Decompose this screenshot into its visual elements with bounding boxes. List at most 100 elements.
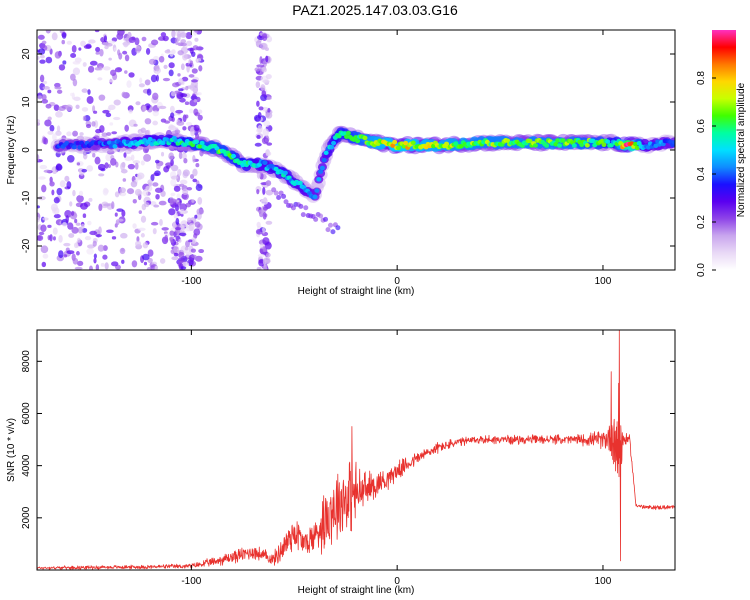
spectrogram-noise-cell xyxy=(132,160,141,164)
spectrogram-noise-cell xyxy=(186,217,192,223)
spectrogram-noise-cell xyxy=(64,175,70,182)
spectrogram-noise-cell xyxy=(53,213,61,219)
spectrogram-noise-cell xyxy=(180,39,187,44)
spectrogram-noise-cell xyxy=(87,65,95,73)
spectrogram-noise-cell xyxy=(198,249,205,254)
spectrogram-noise-cell xyxy=(47,224,52,228)
spectrogram-noise-cell xyxy=(111,131,118,135)
spectrogram-noise-cell xyxy=(42,80,48,85)
spectrogram-noise-cell xyxy=(75,251,80,256)
spectrogram-noise-cell xyxy=(156,162,161,170)
spectrogram-noise-cell xyxy=(261,227,266,234)
spectrogram-noise-cell xyxy=(142,105,147,111)
spectrogram-noise-cell xyxy=(154,159,160,164)
spectrogram-ridge-cell xyxy=(312,194,318,200)
spectrogram-noise-cell xyxy=(256,171,261,179)
spectrogram-noise-cell xyxy=(182,169,190,177)
spectrogram-noise-cell xyxy=(118,52,123,60)
spectrogram-noise-cell xyxy=(136,236,140,243)
spectrogram-noise-cell xyxy=(98,173,105,177)
spectrogram-noise-cell xyxy=(105,153,112,162)
spectrogram-noise-cell xyxy=(197,114,203,121)
spectrogram-noise-cell xyxy=(37,205,40,209)
spectrogram-noise-cell xyxy=(116,208,124,212)
spectrogram-noise-cell xyxy=(97,77,103,81)
spectrogram-ridge-cell xyxy=(199,140,205,146)
spectrogram-ridge-cell xyxy=(584,143,590,148)
spectrogram-heatmap xyxy=(37,30,675,270)
spectrogram-noise-cell xyxy=(49,177,53,185)
spectrogram-noise-cell xyxy=(43,137,49,145)
spectrogram-noise-cell xyxy=(66,181,72,189)
spectrogram-noise-cell xyxy=(300,212,306,218)
spectrogram-noise-cell xyxy=(38,48,46,55)
spectrogram-noise-cell xyxy=(194,221,201,228)
spectrogram-ridge-cell xyxy=(77,145,83,150)
spectrogram-noise-cell xyxy=(146,88,152,96)
spectrogram-noise-cell xyxy=(95,234,102,238)
spectrogram-noise-cell xyxy=(98,94,106,101)
spectrogram-noise-cell xyxy=(174,226,182,231)
spectrogram-noise-cell xyxy=(258,209,265,215)
spectrogram-noise-cell xyxy=(75,104,80,110)
spectrogram-noise-cell xyxy=(265,112,273,119)
spectrogram-noise-cell xyxy=(52,133,57,141)
spectrogram-noise-cell xyxy=(194,37,199,42)
spectrogram-noise-cell xyxy=(170,112,175,119)
spectrogram-noise-cell xyxy=(122,42,131,46)
spectrogram-noise-cell xyxy=(189,83,195,91)
spectrogram-noise-cell xyxy=(256,100,260,107)
spectrogram-noise-cell xyxy=(192,178,198,183)
spectrogram-noise-cell xyxy=(182,126,187,131)
colorbar-tick-label: 0.4 xyxy=(696,167,707,181)
spectrogram-noise-cell xyxy=(186,121,193,127)
colorbar-tick-label: 0.6 xyxy=(696,119,707,133)
spectrogram-noise-cell xyxy=(182,188,189,196)
spectrogram-noise-cell xyxy=(41,261,47,268)
spectrogram-noise-cell xyxy=(155,193,160,200)
spectrogram-y-tick-label: -20 xyxy=(21,238,32,253)
spectrogram-ridge-cell xyxy=(557,143,563,148)
spectrogram-noise-cell xyxy=(148,58,156,65)
spectrogram-noise-cell xyxy=(281,193,287,199)
spectrogram-noise-cell xyxy=(82,213,87,219)
spectrogram-noise-cell xyxy=(152,182,159,187)
spectrogram-noise-cell xyxy=(55,151,61,158)
spectrogram-noise-cell xyxy=(189,60,194,65)
snr-y-tick-label: 4000 xyxy=(21,454,32,477)
spectrogram-noise-cell xyxy=(265,180,272,187)
spectrogram-noise-cell xyxy=(168,208,176,216)
spectrogram-ridge-cell xyxy=(458,143,464,149)
spectrogram-ridge-cell xyxy=(505,138,511,143)
spectrogram-ridge-cell xyxy=(147,136,153,142)
spectrogram-noise-cell xyxy=(260,198,269,205)
spectrogram-noise-cell xyxy=(40,224,47,232)
spectrogram-noise-cell xyxy=(91,121,96,127)
spectrogram-noise-cell xyxy=(47,130,54,135)
snr-x-tick-label: -100 xyxy=(181,576,201,587)
spectrogram-noise-cell xyxy=(65,104,73,111)
spectrogram-noise-cell xyxy=(152,110,159,117)
spectrogram-noise-cell xyxy=(76,194,84,203)
spectrogram-noise-cell xyxy=(110,69,117,76)
spectrogram-noise-cell xyxy=(146,129,151,137)
spectrogram-noise-cell xyxy=(166,49,171,53)
spectrogram-noise-cell xyxy=(138,210,142,214)
spectrogram-y-tick-label: -10 xyxy=(21,190,32,205)
snr-y-tick-label: 2000 xyxy=(21,506,32,529)
spectrogram-noise-cell xyxy=(86,244,95,249)
spectrogram-noise-cell xyxy=(93,110,98,114)
spectrogram-noise-cell xyxy=(106,132,112,136)
spectrogram-noise-cell xyxy=(79,132,84,136)
spectrogram-noise-cell xyxy=(267,107,271,113)
spectrogram-noise-cell xyxy=(49,124,55,132)
colorbar-tick-label: 0.0 xyxy=(696,263,707,277)
spectrogram-noise-cell xyxy=(180,63,185,71)
spectrogram-noise-cell xyxy=(263,120,271,128)
spectrogram-noise-cell xyxy=(169,50,174,57)
spectrogram-noise-cell xyxy=(41,98,49,104)
spectrogram-ridge-cell xyxy=(214,146,220,151)
spectrogram-noise-cell xyxy=(121,259,125,264)
spectrogram-noise-cell xyxy=(37,95,43,100)
